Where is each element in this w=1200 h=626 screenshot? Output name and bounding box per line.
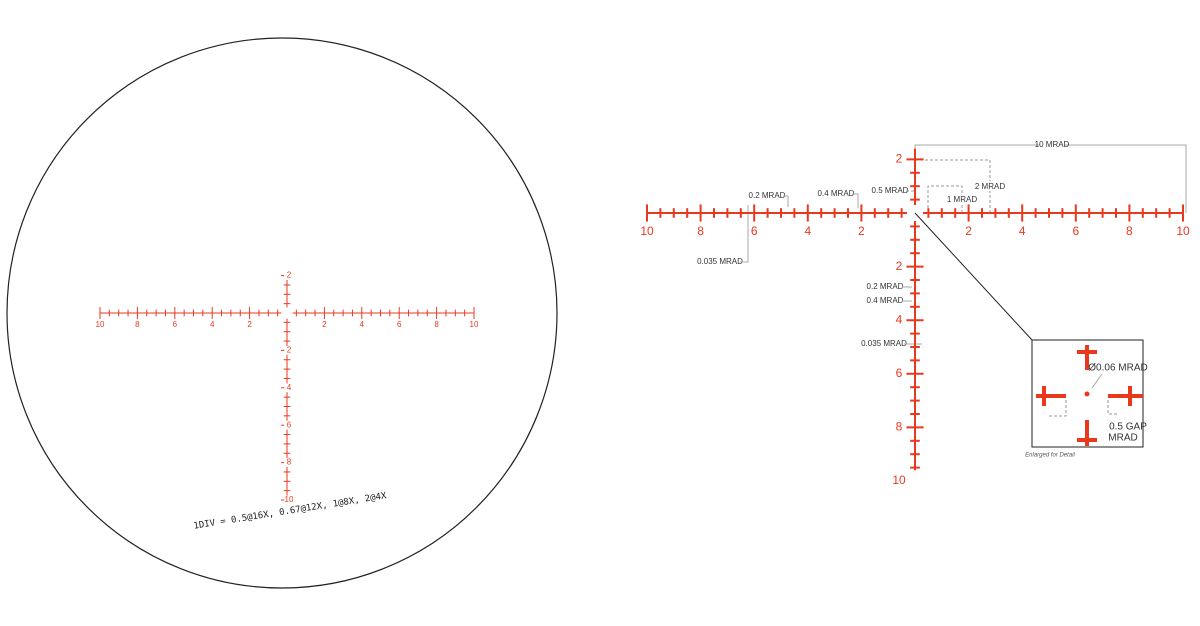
- annotation: 2 MRAD: [975, 182, 1005, 191]
- label-bg: [284, 495, 294, 505]
- h-label: 4: [210, 320, 215, 329]
- annotation: 0.2 MRAD: [867, 282, 904, 291]
- h-label: 6: [751, 224, 758, 238]
- label-bg: [284, 383, 294, 393]
- inset-label: 0.5 GAP: [1109, 422, 1147, 433]
- v-label: 10: [892, 473, 906, 487]
- v-label: 8: [287, 458, 292, 467]
- annotation: 0.5 MRAD: [872, 186, 909, 195]
- annotation: 0.4 MRAD: [867, 296, 904, 305]
- inset-crosshair: [1036, 345, 1143, 446]
- h-label: 4: [804, 224, 811, 238]
- h-label: 8: [1126, 224, 1133, 238]
- v-label: 4: [287, 383, 292, 392]
- leader: [852, 193, 859, 208]
- v-label: 2: [287, 271, 292, 280]
- v-label: 10: [285, 495, 294, 504]
- h-label: 6: [1072, 224, 1079, 238]
- annotations: 10 MRAD 2 MRAD 1 MRAD 0.5 MRAD 0.2 MRAD …: [697, 140, 1187, 348]
- v-label: 6: [287, 420, 292, 429]
- label-bg: [284, 458, 294, 467]
- h-label: 6: [173, 320, 178, 329]
- v-label: 2: [896, 259, 903, 273]
- h-label: 2: [858, 224, 865, 238]
- v-label: 2: [896, 152, 903, 166]
- label-bg: [284, 271, 294, 280]
- leader: [1091, 373, 1103, 389]
- inset-pointer: [914, 212, 1033, 341]
- h-label: 6: [397, 320, 402, 329]
- bracket: [915, 159, 991, 213]
- h-label: 2: [322, 320, 327, 329]
- h-label: 2: [247, 320, 252, 329]
- gap-marker: [1048, 400, 1067, 417]
- bracket: [1065, 144, 1187, 213]
- annotation: 1 MRAD: [947, 195, 977, 204]
- v-label: 4: [896, 312, 903, 326]
- h-label: 10: [470, 320, 479, 329]
- leader: [740, 205, 749, 263]
- h-label: 4: [360, 320, 365, 329]
- annotation: 0.4 MRAD: [818, 189, 855, 198]
- label-bg: [284, 346, 294, 355]
- h-label: 8: [434, 320, 439, 329]
- v-label: 6: [896, 366, 903, 380]
- h-label: 10: [96, 320, 105, 329]
- inset-label: MRAD: [1108, 433, 1137, 444]
- h-label: 10: [640, 224, 654, 238]
- gap-marker: [1107, 400, 1118, 415]
- h-label: 8: [697, 224, 704, 238]
- inset-note: Enlarged for Detail: [1025, 453, 1075, 459]
- v-label: 2: [287, 346, 292, 355]
- annotation: 0.2 MRAD: [749, 191, 786, 200]
- label-bg: [284, 420, 294, 430]
- h-label: 4: [1019, 224, 1026, 238]
- annotation: 0.035 MRAD: [861, 339, 907, 348]
- leader: [783, 195, 789, 207]
- h-label: 2: [965, 224, 972, 238]
- annotation: 10 MRAD: [1035, 140, 1070, 149]
- bracket: [914, 144, 1040, 160]
- h-label: 8: [135, 320, 140, 329]
- annotation: 0.035 MRAD: [697, 257, 743, 266]
- inset-label: Ø0.06 MRAD: [1088, 363, 1147, 374]
- inset: Ø0.06 MRAD 0.5 GAP MRAD Enlarged for Det…: [914, 212, 1148, 459]
- scope-circle: [6, 37, 558, 589]
- h-label: 10: [1176, 224, 1190, 238]
- v-label: 8: [896, 420, 903, 434]
